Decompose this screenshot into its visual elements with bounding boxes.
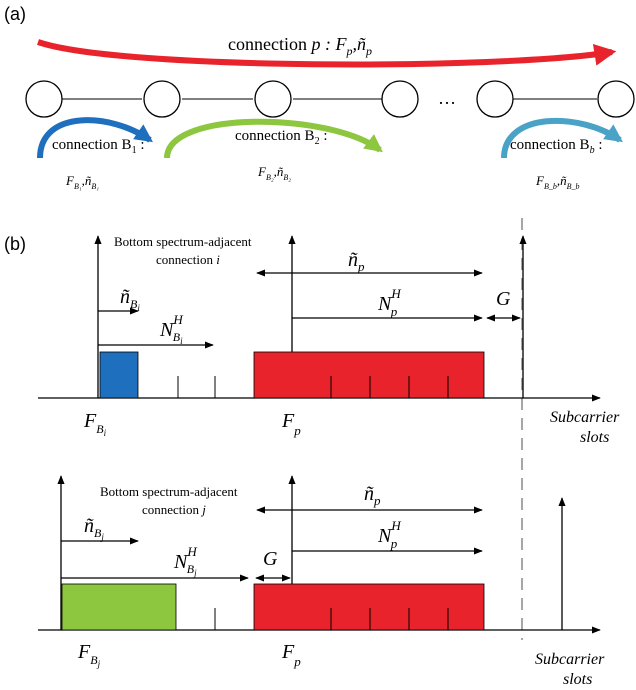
- svg-text:Bottom spectrum-adjacent: Bottom spectrum-adjacent: [100, 484, 238, 499]
- ellipsis: …: [438, 88, 456, 108]
- svg-text:Bottom spectrum-adjacent: Bottom spectrum-adjacent: [114, 234, 252, 249]
- node-1: [25, 80, 63, 118]
- node-6: [597, 80, 635, 118]
- panel-b: (b): [4, 218, 620, 688]
- bottom-ntilde-p-label: ñp: [364, 483, 381, 508]
- bottom-block-b: [61, 583, 177, 631]
- bottom-ntilde-b-label: ñBj: [84, 515, 104, 542]
- top-spectrum: Bottom spectrum-adjacent connection i ñp…: [38, 234, 620, 446]
- bottom-g-label: G: [263, 548, 278, 570]
- bottom-axis-label-1: Subcarrier: [535, 651, 605, 668]
- top-np-label: NH p: [377, 286, 401, 319]
- top-caption: Bottom spectrum-adjacent connection i: [114, 234, 252, 267]
- panel-a: (a) connection p : Fp,ñp …: [4, 4, 635, 191]
- svg-text:connection B2 :: connection B2 :: [235, 128, 328, 147]
- node-2: [143, 80, 181, 118]
- connection-bb-arrow: [501, 117, 623, 159]
- svg-text:connection p : Fp,ñp: connection p : Fp,ñp: [228, 34, 372, 58]
- bottom-spectrum: Bottom spectrum-adjacent connection j ñp…: [38, 475, 605, 688]
- bottom-axis-label-2: slots: [563, 671, 592, 688]
- top-ntilde-p-label: ñp: [348, 249, 365, 274]
- svg-text:connection i: connection i: [156, 252, 220, 267]
- panel-b-label: (b): [4, 234, 26, 254]
- top-fp-label: Fp: [281, 410, 301, 438]
- top-nb-label: NH Bi: [159, 312, 183, 346]
- node-3: [254, 80, 292, 118]
- bottom-fp-label: Fp: [281, 641, 301, 669]
- top-block-p-dividers: [330, 376, 449, 398]
- connection-b2-arrow: [164, 118, 383, 159]
- top-block-p: [253, 351, 485, 399]
- bottom-block-p: [253, 583, 485, 631]
- connection-b2-label: connection B2 : FB₂,ñB₂: [235, 128, 328, 182]
- svg-text:FB₂,ñB₂: FB₂,ñB₂: [257, 164, 291, 182]
- connection-b1-label: connection B1 : FB₁,ñB₁: [52, 137, 145, 191]
- connection-p-arrow: [37, 39, 617, 68]
- node-chain: …: [25, 80, 635, 118]
- connection-b1-arrow: [37, 117, 153, 159]
- top-axis-label-1: Subcarrier: [550, 409, 620, 426]
- top-g-label: G: [496, 288, 511, 310]
- connection-p-label: connection p : Fp,ñp: [228, 34, 372, 58]
- svg-text:connection j: connection j: [142, 502, 206, 517]
- top-block-b: [99, 351, 139, 399]
- panel-a-label: (a): [4, 4, 26, 24]
- bottom-block-p-dividers: [330, 608, 449, 630]
- top-ntilde-b-label: ñBi: [120, 286, 140, 313]
- svg-text:connection B1 :: connection B1 :: [52, 137, 145, 156]
- node-4: [381, 80, 419, 118]
- connection-bb-label: connection Bb : FB_b,ñB_b: [510, 137, 603, 191]
- svg-text:FB_b,ñB_b: FB_b,ñB_b: [535, 173, 579, 191]
- top-fb-label: FBi: [83, 410, 107, 438]
- bottom-np-label: NH p: [377, 518, 401, 551]
- top-ticks: [177, 376, 216, 398]
- svg-text:FB₁,ñB₁: FB₁,ñB₁: [65, 173, 99, 191]
- bottom-caption: Bottom spectrum-adjacent connection j: [100, 484, 238, 517]
- top-axis-label-2: slots: [580, 429, 609, 446]
- bottom-fb-label: FBj: [77, 641, 101, 669]
- node-5: [476, 80, 514, 118]
- bottom-nb-label: NH Bj: [173, 544, 197, 578]
- svg-text:connection Bb :: connection Bb :: [510, 137, 603, 156]
